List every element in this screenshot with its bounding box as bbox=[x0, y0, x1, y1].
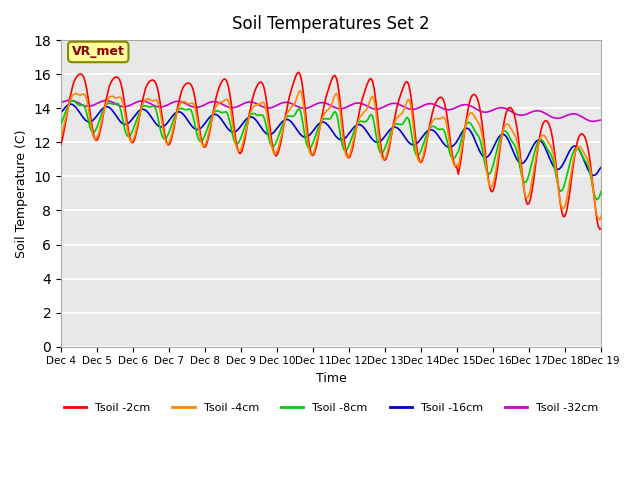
X-axis label: Time: Time bbox=[316, 372, 346, 385]
Legend: Tsoil -2cm, Tsoil -4cm, Tsoil -8cm, Tsoil -16cm, Tsoil -32cm: Tsoil -2cm, Tsoil -4cm, Tsoil -8cm, Tsoi… bbox=[60, 398, 603, 417]
Text: VR_met: VR_met bbox=[72, 46, 125, 59]
Y-axis label: Soil Temperature (C): Soil Temperature (C) bbox=[15, 129, 28, 258]
Title: Soil Temperatures Set 2: Soil Temperatures Set 2 bbox=[232, 15, 430, 33]
